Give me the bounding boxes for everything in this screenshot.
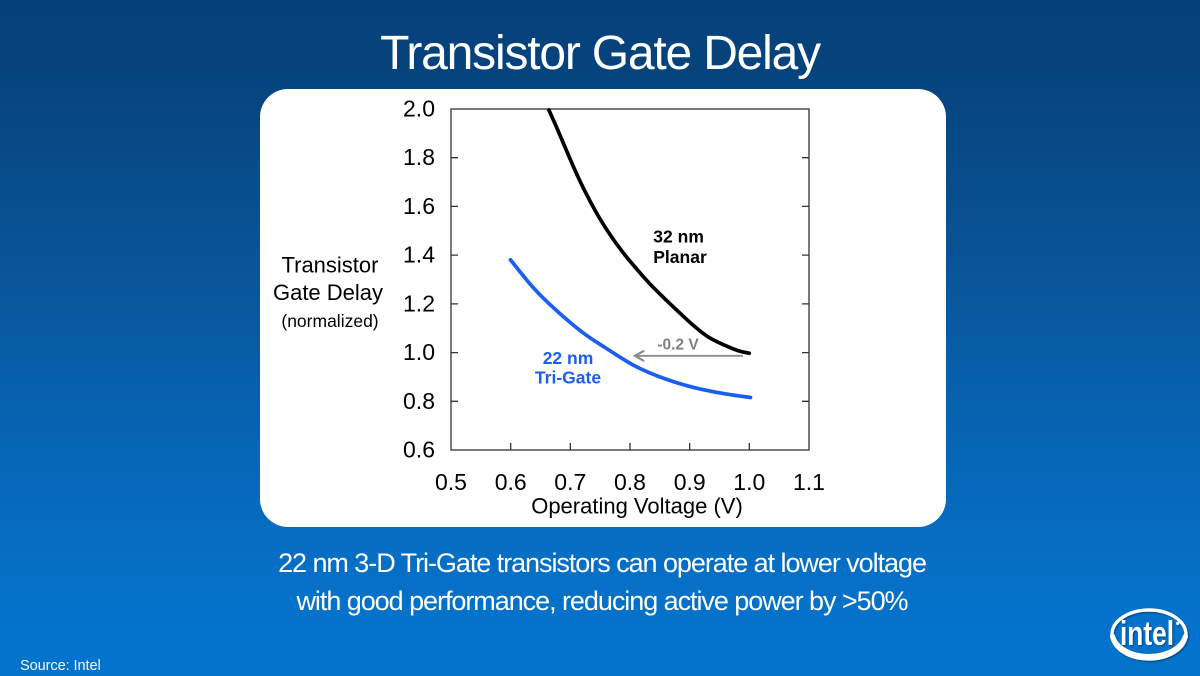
svg-text:Planar: Planar: [653, 247, 707, 267]
svg-text:Transistor: Transistor: [282, 252, 379, 277]
svg-text:intel: intel: [1120, 615, 1174, 653]
svg-text:0.8: 0.8: [614, 469, 646, 495]
svg-text:1.1: 1.1: [793, 469, 825, 495]
svg-text:1.8: 1.8: [403, 144, 435, 170]
svg-text:(normalized): (normalized): [281, 311, 378, 331]
svg-text:1.2: 1.2: [403, 290, 435, 316]
svg-text:22 nm: 22 nm: [543, 348, 594, 368]
svg-text:32 nm: 32 nm: [653, 226, 704, 246]
svg-text:2.0: 2.0: [403, 96, 435, 122]
svg-text:0.7: 0.7: [554, 469, 586, 495]
svg-text:Gate Delay: Gate Delay: [273, 280, 383, 305]
svg-text:1.0: 1.0: [733, 469, 765, 495]
svg-text:1.4: 1.4: [403, 242, 435, 268]
svg-text:0.5: 0.5: [435, 469, 467, 495]
svg-text:-0.2 V: -0.2 V: [657, 336, 699, 353]
svg-text:0.6: 0.6: [495, 469, 527, 495]
svg-text:0.6: 0.6: [403, 437, 435, 463]
svg-text:0.9: 0.9: [674, 469, 706, 495]
svg-text:Tri-Gate: Tri-Gate: [535, 368, 601, 388]
svg-text:Operating Voltage (V): Operating Voltage (V): [531, 494, 743, 519]
svg-text:0.8: 0.8: [403, 388, 435, 414]
svg-text:1.0: 1.0: [403, 339, 435, 365]
svg-text:1.6: 1.6: [403, 193, 435, 219]
